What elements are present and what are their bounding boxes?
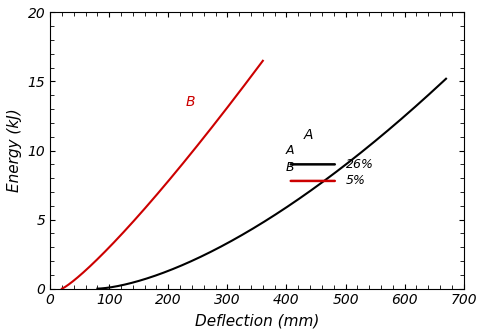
Y-axis label: Energy (kJ): Energy (kJ)	[7, 109, 22, 192]
X-axis label: Deflection (mm): Deflection (mm)	[195, 313, 319, 328]
Text: 5%: 5%	[346, 175, 366, 187]
Text: A: A	[286, 144, 294, 157]
Text: B: B	[186, 95, 196, 109]
Text: B: B	[286, 161, 294, 174]
Text: 26%: 26%	[346, 158, 374, 171]
Text: A: A	[304, 129, 314, 142]
